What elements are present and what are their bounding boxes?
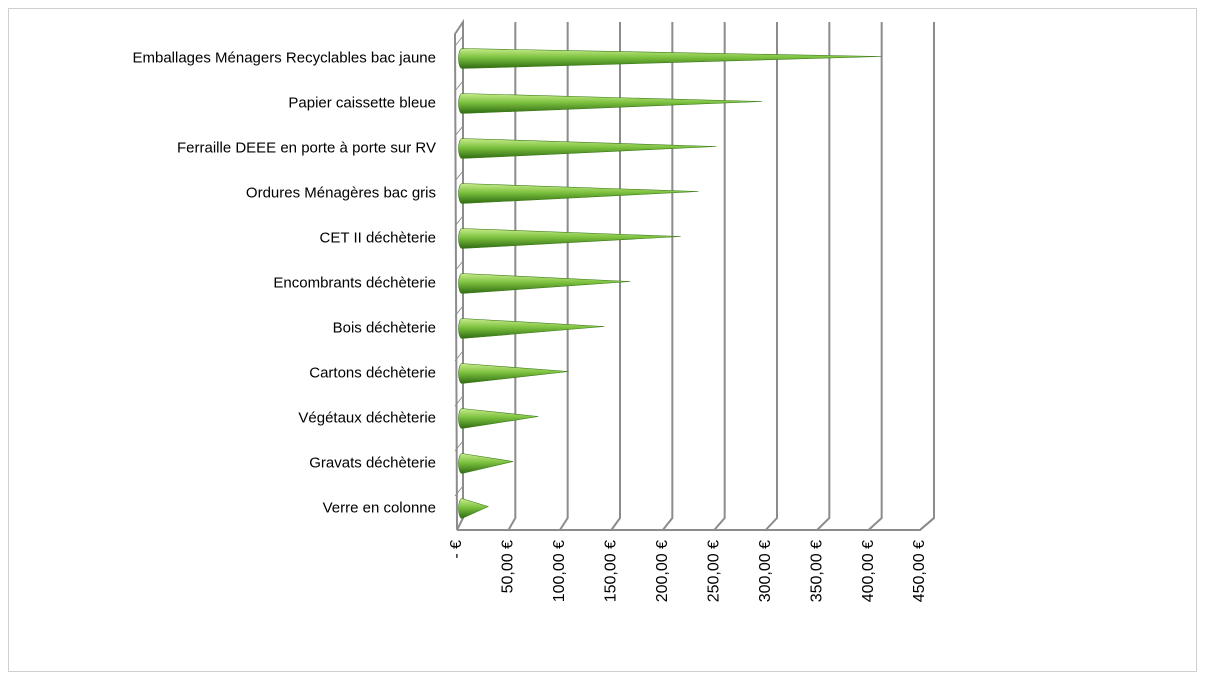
x-tick-label: 50,00 € [500,540,517,593]
cone [458,453,514,474]
y-tick-label: Ordures Ménagères bac gris [246,184,436,201]
y-tick-label: Emballages Ménagers Recyclables bac jaun… [132,49,436,66]
cone [458,318,605,339]
y-tick-label: Cartons déchèterie [309,364,436,381]
cone [458,228,681,249]
y-tick-label: Papier caissette bleue [288,94,436,111]
x-tick-label: 300,00 € [757,540,774,602]
cone [458,273,631,294]
y-tick [454,125,464,137]
chart-frame [8,8,1197,672]
y-tick [454,305,464,317]
x-tick-label: 400,00 € [860,540,877,602]
y-tick-label: Encombrants déchèterie [273,274,436,291]
x-tick-label: 350,00 € [808,540,825,602]
y-tick [454,395,464,407]
y-tick [454,485,464,497]
y-tick-label: Gravats déchèterie [309,454,436,471]
grid-line [661,22,674,531]
grid-line [713,22,726,531]
grid-line [867,22,883,531]
y-tick [454,80,464,92]
cone [458,48,882,69]
y-tick [454,170,464,182]
cone [458,408,539,429]
y-tick-label: Végétaux déchèterie [298,409,436,426]
grid-line [816,22,831,531]
cone [458,93,763,114]
cone [458,138,717,159]
cone [458,183,699,204]
y-tick [454,440,464,452]
y-tick-label: Verre en colonne [323,499,436,516]
y-tick-label: CET II déchèterie [320,229,436,246]
cone [458,363,569,384]
x-tick-label: 450,00 € [911,540,928,602]
y-tick [454,260,464,272]
cone [458,498,489,519]
y-tick [454,350,464,362]
y-tick [454,215,464,227]
x-tick-label: 100,00 € [551,540,568,602]
x-tick-label: 250,00 € [705,540,722,602]
y-tick-label: Ferraille DEEE en porte à porte sur RV [177,139,436,156]
x-tick-label: 200,00 € [654,540,671,602]
grid-line [919,22,935,531]
grid-line [764,22,778,531]
y-tick-label: Bois déchèterie [333,319,436,336]
x-tick-label: - € [448,540,465,559]
grid-line [610,22,621,531]
y-tick [454,35,464,47]
x-tick-label: 150,00 € [603,540,620,602]
